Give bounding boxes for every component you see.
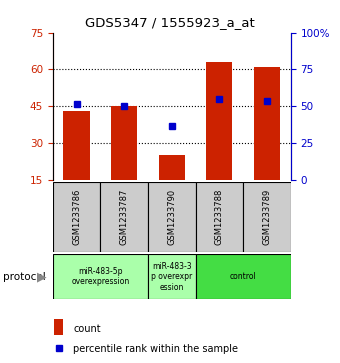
Text: GSM1233790: GSM1233790 (167, 189, 176, 245)
Bar (111, 106, 137, 180)
Bar (148, 182, 196, 252)
Text: GSM1233787: GSM1233787 (120, 189, 129, 245)
Bar (148, 254, 196, 299)
Text: miR-483-5p
overexpression: miR-483-5p overexpression (71, 267, 130, 286)
Bar (63, 111, 90, 180)
Text: miR-483-3
p overexpr
ession: miR-483-3 p overexpr ession (151, 262, 192, 292)
Text: ▶: ▶ (37, 270, 46, 283)
Text: percentile rank within the sample: percentile rank within the sample (73, 344, 238, 354)
Bar (53, 182, 100, 252)
Bar (243, 182, 291, 252)
Text: GSM1233789: GSM1233789 (262, 189, 271, 245)
Text: count: count (73, 323, 101, 334)
Bar (206, 62, 233, 180)
Bar (100, 182, 148, 252)
Text: control: control (230, 272, 256, 281)
Text: GSM1233786: GSM1233786 (72, 189, 81, 245)
Bar (54, 319, 63, 335)
Text: GDS5347 / 1555923_a_at: GDS5347 / 1555923_a_at (85, 16, 255, 29)
Bar (53, 254, 148, 299)
Bar (158, 155, 185, 180)
Text: GSM1233788: GSM1233788 (215, 189, 224, 245)
Bar (254, 67, 280, 180)
Bar (195, 254, 291, 299)
Text: protocol: protocol (3, 272, 46, 282)
Bar (195, 182, 243, 252)
